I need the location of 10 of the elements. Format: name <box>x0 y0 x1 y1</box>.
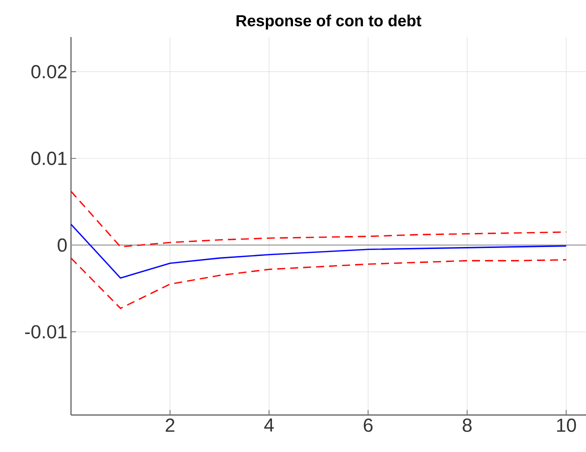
x-tick-label: 8 <box>462 418 472 432</box>
x-tick-label: 4 <box>264 418 274 432</box>
y-tick-label: 0.02 <box>31 64 67 78</box>
x-tick-label: 2 <box>166 418 174 432</box>
y-tick-label: -0.01 <box>25 325 67 338</box>
y-tick-label: 0 <box>58 238 67 252</box>
x-tick-label: 6 <box>364 418 373 432</box>
x-tick-label: 10 <box>557 418 576 432</box>
y-tick-label: 0.01 <box>31 152 67 166</box>
chart-title: Response of con to debt <box>236 14 422 30</box>
